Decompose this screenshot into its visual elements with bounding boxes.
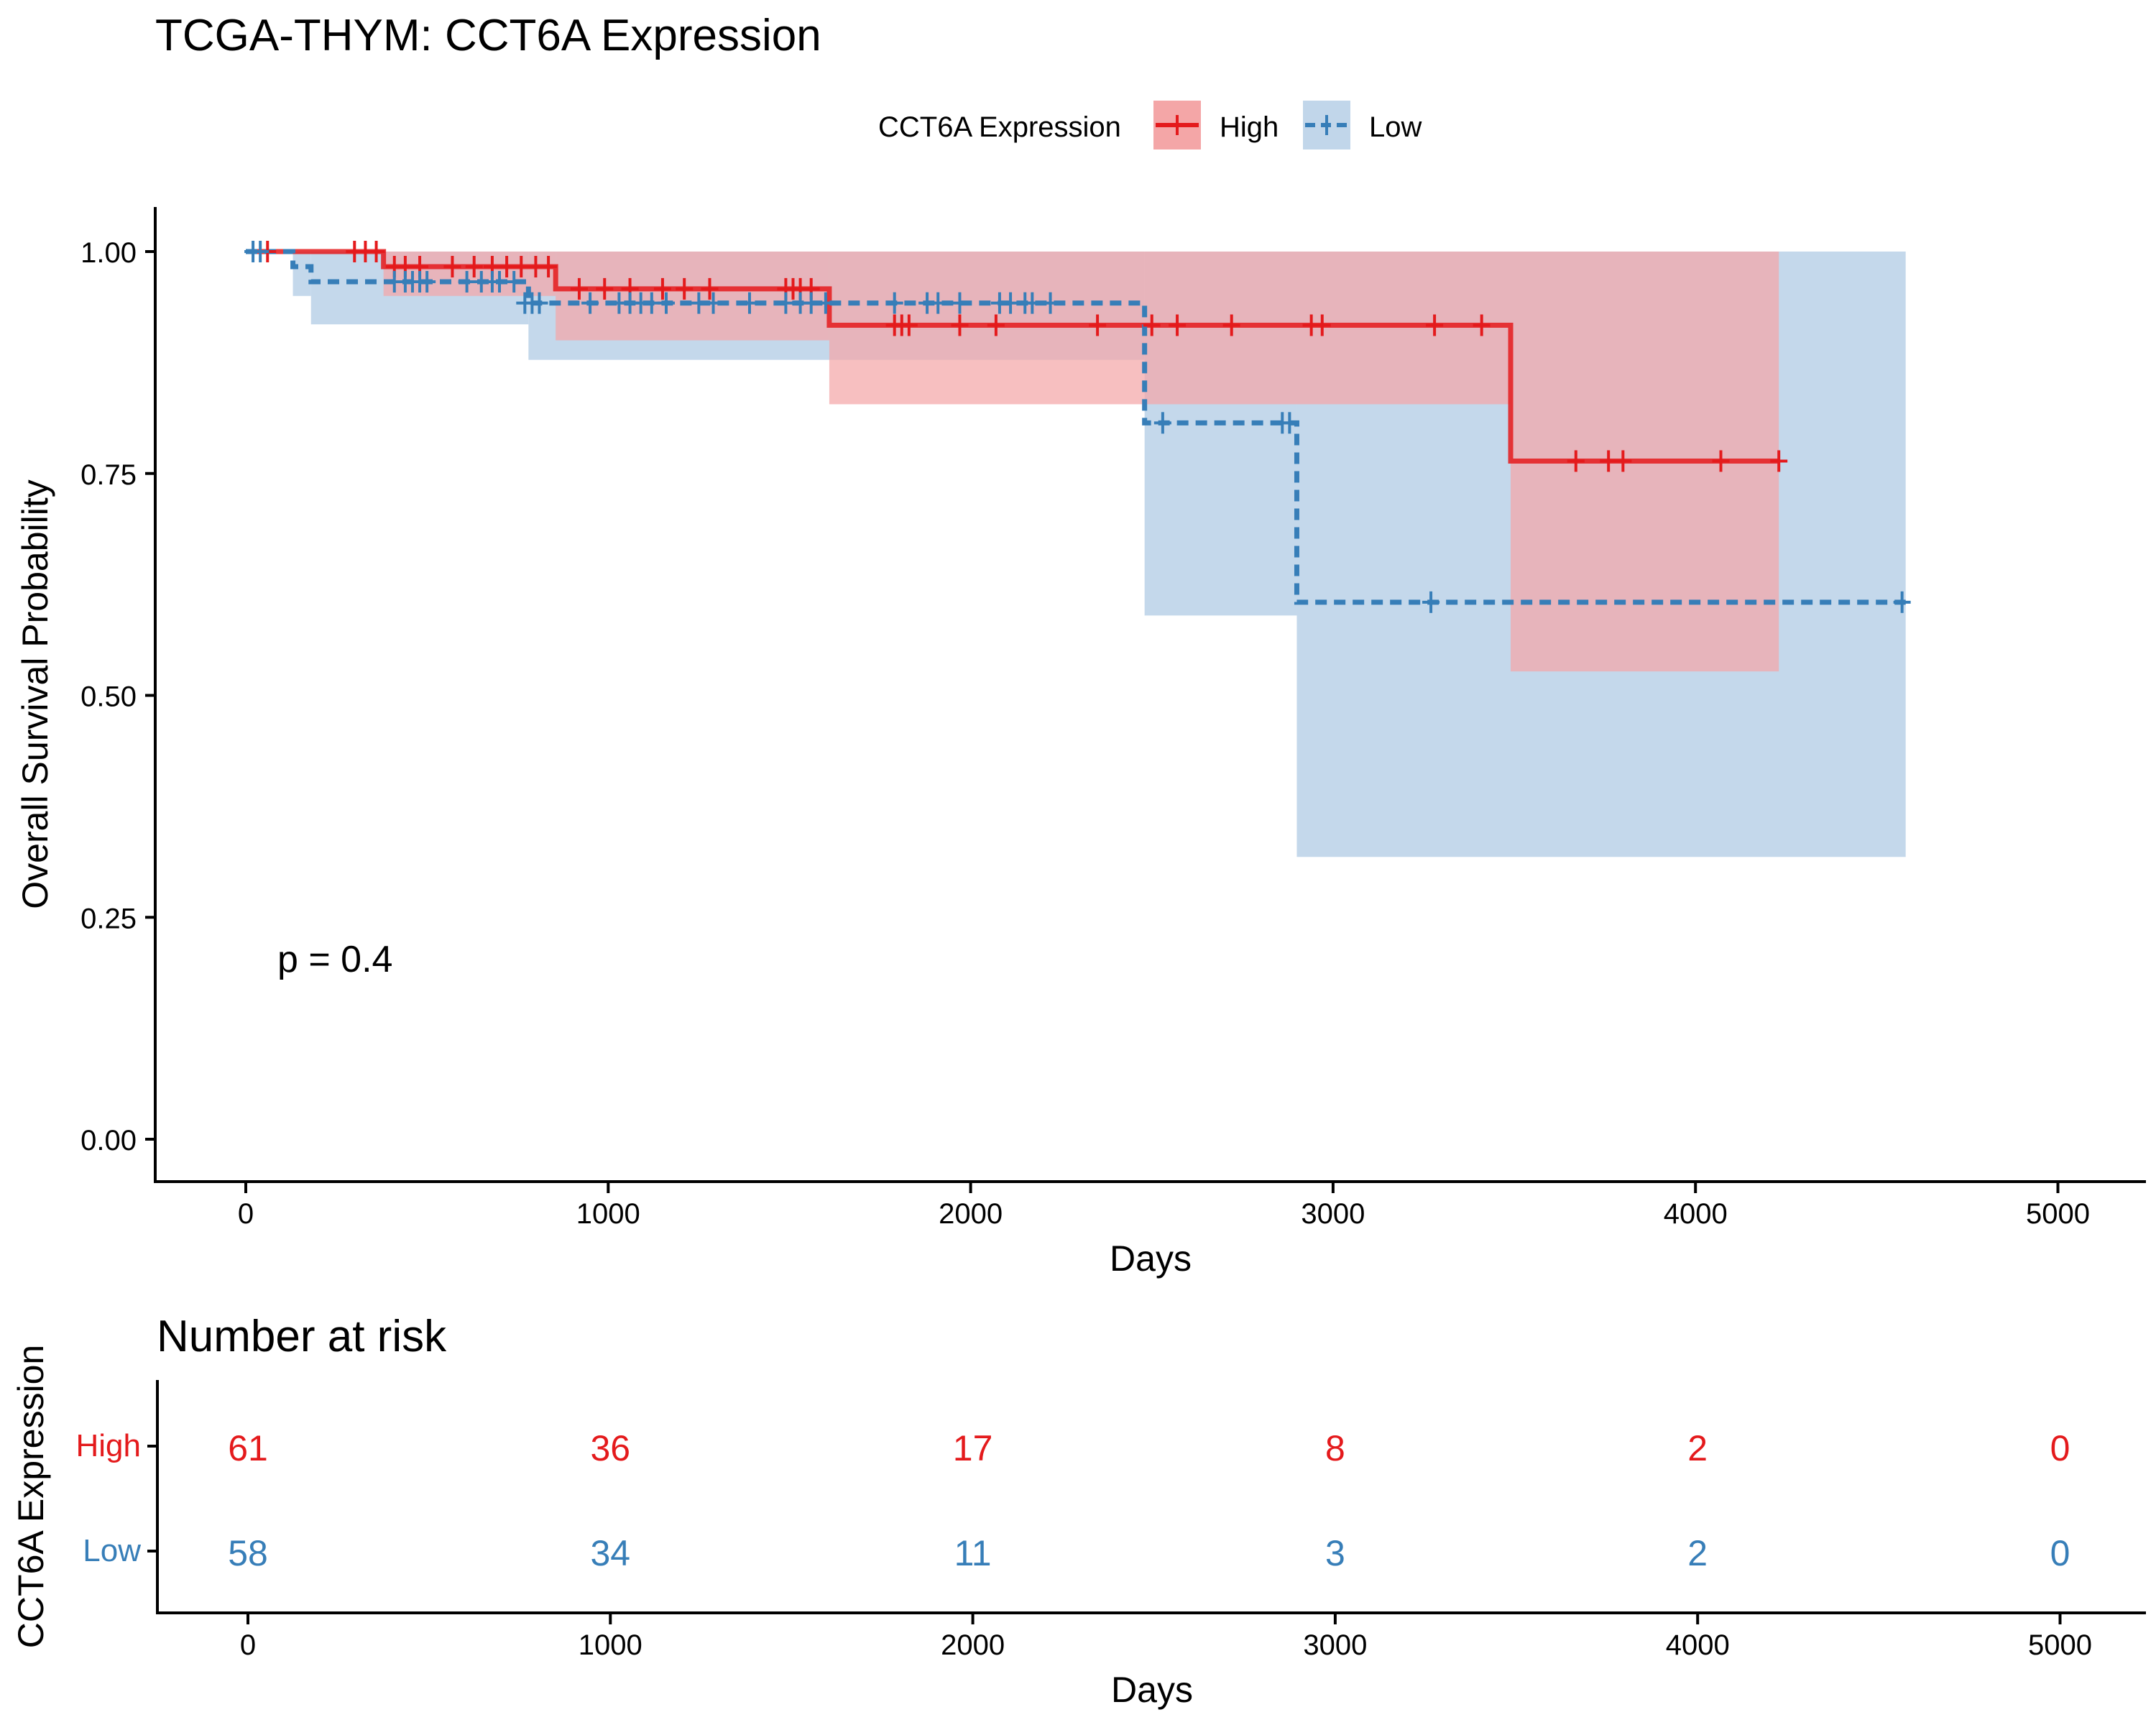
risk-value-low-5: 0 bbox=[2050, 1533, 2070, 1573]
x-tick-label-3: 3000 bbox=[1301, 1198, 1365, 1230]
main-x-ticks: 0 1000 2000 3000 4000 5000 bbox=[238, 1183, 2090, 1230]
ci-band-low-0 bbox=[292, 252, 311, 296]
x-tick-label-1: 1000 bbox=[576, 1198, 640, 1230]
risk-x-tick-label-0: 0 bbox=[240, 1629, 256, 1661]
risk-x-axis-title: Days bbox=[1111, 1670, 1193, 1710]
y-tick-label-1: 0.25 bbox=[80, 903, 137, 934]
risk-value-low-0: 58 bbox=[228, 1533, 268, 1573]
x-tick-label-2: 2000 bbox=[939, 1198, 1003, 1230]
y-tick-label-3: 0.75 bbox=[80, 459, 137, 491]
main-x-axis-title: Days bbox=[1110, 1238, 1192, 1279]
risk-value-low-2: 11 bbox=[954, 1533, 992, 1573]
legend: CCT6A Expression High Low bbox=[878, 101, 1422, 150]
risk-x-tick-label-1: 1000 bbox=[579, 1629, 642, 1661]
legend-label-high: High bbox=[1220, 111, 1279, 143]
p-value-annotation: p = 0.4 bbox=[277, 939, 392, 980]
risk-value-high-0: 61 bbox=[228, 1428, 268, 1468]
risk-value-low-4: 2 bbox=[1687, 1533, 1708, 1573]
y-tick-label-0: 0.00 bbox=[80, 1125, 137, 1156]
censor-marks-layer bbox=[244, 241, 1911, 613]
x-tick-label-5: 5000 bbox=[2026, 1198, 2090, 1230]
risk-table-rows: High 61 36 17 8 2 0 Low 58 34 11 3 2 0 bbox=[76, 1428, 2070, 1573]
risk-value-high-2: 17 bbox=[953, 1428, 993, 1468]
risk-value-low-1: 34 bbox=[590, 1533, 630, 1573]
risk-x-tick-label-5: 5000 bbox=[2028, 1629, 2092, 1661]
risk-value-high-5: 0 bbox=[2050, 1428, 2070, 1468]
legend-title: CCT6A Expression bbox=[878, 111, 1121, 143]
risk-x-ticks: 0 1000 2000 3000 4000 5000 bbox=[240, 1614, 2092, 1661]
risk-row-label-high: High bbox=[76, 1428, 142, 1463]
risk-value-low-3: 3 bbox=[1325, 1533, 1345, 1573]
risk-row-label-low: Low bbox=[83, 1533, 141, 1568]
x-tick-label-0: 0 bbox=[238, 1198, 254, 1230]
main-y-axis-title: Overall Survival Probability bbox=[15, 479, 55, 908]
survival-curve-low bbox=[246, 249, 1906, 605]
ci-band-high-2 bbox=[829, 252, 1511, 405]
risk-x-tick-label-2: 2000 bbox=[941, 1629, 1005, 1661]
risk-value-high-3: 8 bbox=[1325, 1428, 1345, 1468]
risk-y-axis-title: CCT6A Expression bbox=[11, 1345, 51, 1648]
risk-x-tick-label-3: 3000 bbox=[1303, 1629, 1367, 1661]
chart-title: TCGA-THYM: CCT6A Expression bbox=[155, 11, 821, 60]
x-tick-label-4: 4000 bbox=[1664, 1198, 1728, 1230]
main-y-ticks: 0.00 0.25 0.50 0.75 1.00 bbox=[80, 237, 155, 1156]
risk-value-high-4: 2 bbox=[1687, 1428, 1708, 1468]
legend-item-low: Low bbox=[1303, 101, 1422, 150]
legend-item-high: High bbox=[1153, 101, 1279, 150]
legend-label-low: Low bbox=[1369, 111, 1422, 143]
risk-x-tick-label-4: 4000 bbox=[1666, 1629, 1730, 1661]
risk-value-high-1: 36 bbox=[590, 1428, 630, 1468]
risk-table-title: Number at risk bbox=[157, 1312, 447, 1361]
y-tick-label-4: 1.00 bbox=[80, 237, 137, 269]
ci-bands-layer bbox=[292, 252, 1906, 857]
ci-band-high-1 bbox=[556, 252, 829, 341]
y-tick-label-2: 0.50 bbox=[80, 681, 137, 713]
